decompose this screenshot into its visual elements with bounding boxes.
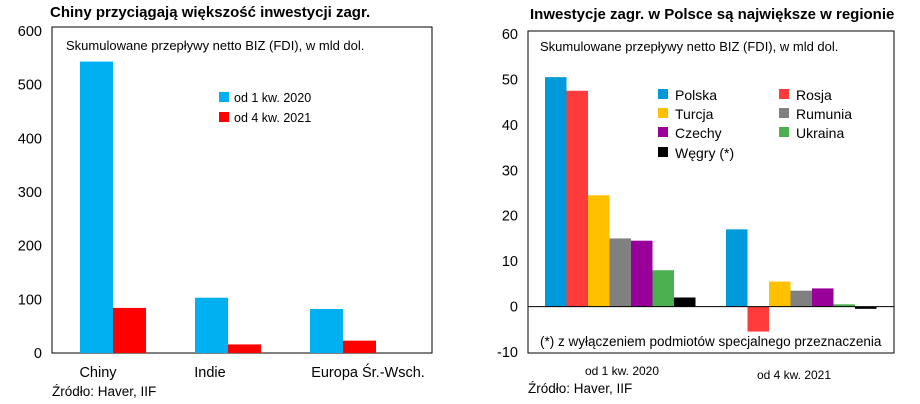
chart-2-bar-0-6 (674, 297, 696, 307)
chart-1-legend-label: od 1 kw. 2020 (234, 91, 311, 105)
chart-2-legend-label: Rosja (796, 87, 832, 103)
chart-1-category-label: Chiny (79, 365, 117, 381)
chart-2-ytick-label: 40 (502, 118, 518, 134)
chart-1-ytick-label: 0 (34, 346, 42, 362)
chart-2-bar-1-4 (812, 288, 834, 307)
chart-1-bar-europa-śr-wsch--0 (310, 308, 343, 353)
chart-1-ytick-label: 200 (18, 239, 42, 255)
chart-2-bar-1-6 (855, 306, 877, 309)
chart-2-bar-1-3 (790, 290, 812, 307)
chart-2-title: Inwestycje zagr. w Polsce są największe … (530, 6, 894, 23)
chart-2-bar-0-4 (631, 240, 653, 307)
chart-2-bar-0-2 (588, 195, 610, 307)
chart-2-bar-1-1 (747, 306, 769, 332)
chart-2-ytick-label: 50 (502, 72, 518, 88)
chart-2-bar-0-1 (566, 90, 588, 307)
chart-1: Chiny przyciągają większość inwestycji z… (18, 4, 433, 399)
chart-1-bar-indie-1 (228, 344, 261, 353)
chart-1-subtitle: Skumulowane przepływy netto BIZ (FDI), w… (66, 38, 364, 53)
chart-2-legend-label: Ukraina (796, 125, 844, 141)
chart-2-bar-1-2 (769, 281, 791, 307)
chart-1-source: Źródło: Haver, IIF (52, 384, 156, 399)
chart-2-legend-label: Węgry (*) (675, 145, 734, 161)
chart-2-bar-0-3 (609, 238, 631, 307)
chart-2-legend-label: Rumunia (796, 106, 852, 122)
chart-2-bar-0-0 (545, 77, 567, 307)
chart-2-legend-swatch (658, 89, 668, 99)
chart-2-legend-swatch (658, 127, 668, 137)
chart-2-ytick-label: 30 (502, 163, 518, 179)
chart-2-category-label: od 1 kw. 2020 (585, 364, 659, 378)
chart-1-ytick-label: 500 (18, 78, 42, 94)
chart-2-note: (*) z wyłączeniem podmiotów specjalnego … (540, 334, 882, 349)
chart-1-bar-chiny-1 (113, 307, 146, 353)
chart-2-bar-1-5 (833, 304, 855, 307)
chart-2-legend-swatch (658, 147, 668, 157)
chart-1-legend-swatch (219, 112, 229, 122)
chart-2-legend-label: Polska (675, 87, 717, 103)
chart-2-ytick-label: -10 (497, 345, 518, 361)
chart-2-legend-swatch (779, 108, 789, 118)
chart-2-legend-label: Turcja (675, 106, 714, 122)
chart-2-subtitle: Skumulowane przepływy netto BIZ (FDI), w… (540, 39, 838, 54)
chart-2-legend-swatch (779, 89, 789, 99)
chart-2: Inwestycje zagr. w Polsce są największe … (497, 6, 895, 396)
chart-2-source: Źródło: Haver, IIF (528, 381, 632, 396)
chart-2-bar-0-5 (652, 270, 674, 307)
chart-1-bar-chiny-0 (80, 61, 113, 354)
chart-1-ytick-label: 400 (18, 131, 42, 147)
chart-2-ytick-label: 10 (502, 254, 518, 270)
chart-2-legend-label: Czechy (675, 125, 722, 141)
chart-2-legend-swatch (658, 108, 668, 118)
chart-1-category-label: Indie (194, 365, 225, 381)
chart-1-legend-swatch (219, 92, 229, 102)
chart-2-ytick-label: 0 (510, 300, 518, 316)
chart-2-ytick-label: 20 (502, 209, 518, 225)
chart-1-bar-indie-0 (195, 297, 228, 353)
chart-1-legend-label: od 4 kw. 2021 (234, 111, 311, 125)
chart-1-ytick-label: 600 (18, 24, 42, 40)
chart-1-title: Chiny przyciągają większość inwestycji z… (50, 4, 370, 21)
chart-2-bar-1-0 (726, 229, 748, 307)
chart-1-ytick-label: 100 (18, 292, 42, 308)
chart-1-category-label: Europa Śr.-Wsch. (311, 363, 425, 381)
chart-2-ytick-label: 60 (502, 27, 518, 43)
chart-2-category-label: od 4 kw. 2021 (757, 368, 831, 382)
chart-2-plot-frame (527, 30, 895, 354)
chart-2-legend-swatch (779, 127, 789, 137)
chart-1-bar-europa-śr-wsch--1 (343, 340, 376, 353)
chart-1-ytick-label: 300 (18, 185, 42, 201)
